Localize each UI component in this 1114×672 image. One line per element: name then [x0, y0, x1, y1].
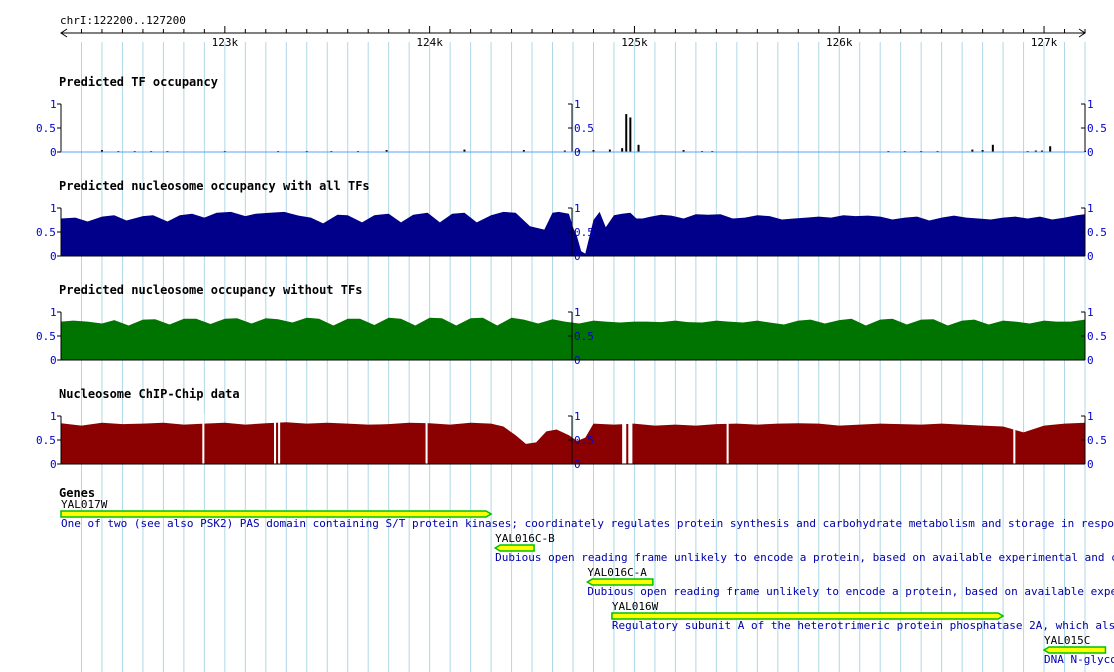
y-tick-label-left: 0 [50, 250, 57, 263]
y-tick-label-middle: 1 [574, 410, 581, 423]
gene-description: Regulatory subunit A of the heterotrimer… [611, 620, 1114, 631]
gene-feature-arrow [611, 612, 1005, 620]
ruler-tick-label: 125k [621, 36, 648, 49]
gene-name: YAL017W [61, 498, 108, 511]
tf-occupancy-bar [522, 150, 525, 152]
tf-occupancy-bar [1049, 146, 1052, 152]
y-tick-label-left: 0 [50, 458, 57, 471]
tf-occupancy-bar [1040, 150, 1043, 152]
tf-occupancy-bar [385, 150, 388, 152]
track-title-tf: Predicted TF occupancy [59, 75, 218, 89]
tf-occupancy-bar [578, 150, 581, 152]
gene-description: Dubious open reading frame unlikely to e… [495, 552, 1114, 563]
tf-occupancy-bar [981, 150, 984, 152]
tf-occupancy-bar [563, 150, 566, 152]
tf-occupancy-bar [991, 144, 994, 152]
y-tick-label-right: 0.5 [1087, 330, 1107, 343]
y-tick-label-left: 1 [50, 98, 57, 111]
y-tick-label-middle: 1 [574, 202, 581, 215]
ruler-left-arrow [60, 28, 68, 38]
occupancy-area-without_tfs [61, 317, 1085, 360]
missing-data-gap [1013, 414, 1016, 465]
occupancy-area-with_tfs [61, 211, 1085, 256]
ruler-tick-label: 123k [211, 36, 239, 49]
missing-data-gap [726, 414, 729, 465]
missing-data-gap [273, 414, 277, 465]
gene-feature-arrow [493, 544, 535, 552]
y-tick-label-middle: 1 [574, 306, 581, 319]
track-title-chip: Nucleosome ChIP-Chip data [59, 387, 240, 401]
y-tick-label-left: 0 [50, 354, 57, 367]
ruler-tick-label: 127k [1030, 36, 1058, 49]
missing-data-gap [202, 414, 205, 465]
tf-occupancy-bar [682, 150, 685, 152]
y-tick-label-right: 1 [1087, 306, 1094, 319]
gene-name: YAL016C-A [587, 566, 647, 579]
tf-occupancy-bar [621, 148, 624, 152]
y-tick-label-left: 1 [50, 410, 57, 423]
y-tick-label-middle: 0 [574, 354, 581, 367]
tf-occupancy-bar [625, 114, 628, 152]
missing-data-gap [278, 414, 281, 465]
gene-description: Dubious open reading frame unlikely to e… [587, 586, 1114, 597]
tf-occupancy-bar [637, 144, 640, 152]
y-tick-label-right: 0 [1087, 250, 1094, 263]
y-tick-label-middle: 0.5 [574, 226, 594, 239]
y-tick-label-left: 0 [50, 146, 57, 159]
y-tick-label-middle: 1 [574, 98, 581, 111]
track-title-without_tfs: Predicted nucleosome occupancy without T… [59, 283, 363, 297]
y-tick-label-right: 1 [1087, 410, 1094, 423]
location-label: chrI:122200..127200 [60, 14, 186, 27]
y-tick-label-right: 0.5 [1087, 122, 1107, 135]
y-tick-label-middle: 0.5 [574, 122, 594, 135]
y-tick-label-right: 0 [1087, 354, 1094, 367]
y-tick-label-middle: 0.5 [574, 434, 594, 447]
y-tick-label-right: 0 [1087, 458, 1094, 471]
y-tick-label-left: 0.5 [36, 434, 56, 447]
tf-occupancy-bar [1034, 150, 1037, 152]
missing-data-gap [425, 414, 428, 465]
tf-occupancy-bar [629, 117, 632, 152]
track-title-with_tfs: Predicted nucleosome occupancy with all … [59, 179, 370, 193]
y-tick-label-left: 0.5 [36, 226, 56, 239]
ruler-tick-label: 126k [825, 36, 853, 49]
y-tick-label-left: 1 [50, 306, 57, 319]
y-tick-label-left: 0.5 [36, 122, 56, 135]
gene-name: YAL015C [1044, 634, 1091, 647]
gene-description: DNA N-glycosylas [1044, 654, 1114, 665]
missing-data-gap [628, 414, 633, 465]
y-tick-label-middle: 0 [574, 146, 581, 159]
y-tick-label-right: 0.5 [1087, 434, 1107, 447]
y-tick-label-right: 0 [1087, 146, 1094, 159]
ruler-tick-label: 124k [416, 36, 443, 49]
y-tick-label-right: 0.5 [1087, 226, 1107, 239]
tf-occupancy-bar [592, 150, 595, 152]
y-tick-label-middle: 0 [574, 250, 581, 263]
gene-name: YAL016W [611, 600, 659, 613]
y-tick-label-left: 0.5 [36, 330, 56, 343]
gene-feature-arrow [585, 578, 654, 586]
occupancy-area-chip [61, 422, 1085, 464]
tf-occupancy-bar [463, 149, 466, 152]
y-tick-label-middle: 0 [574, 458, 581, 471]
gene-feature-arrow [60, 510, 493, 518]
genes-track-title: Genes [59, 486, 96, 500]
y-tick-label-middle: 0.5 [574, 330, 594, 343]
missing-data-gap [622, 414, 627, 465]
tf-occupancy-bar [971, 149, 974, 152]
gene-description: One of two (see also PSK2) PAS domain co… [61, 518, 1114, 529]
y-tick-label-left: 1 [50, 202, 57, 215]
tf-occupancy-bar [608, 149, 611, 152]
y-tick-label-right: 1 [1087, 98, 1094, 111]
y-tick-label-right: 1 [1087, 202, 1094, 215]
gene-feature-arrow [1042, 646, 1107, 654]
gene-name: YAL016C-B [495, 532, 555, 545]
tf-occupancy-bar [100, 150, 103, 152]
